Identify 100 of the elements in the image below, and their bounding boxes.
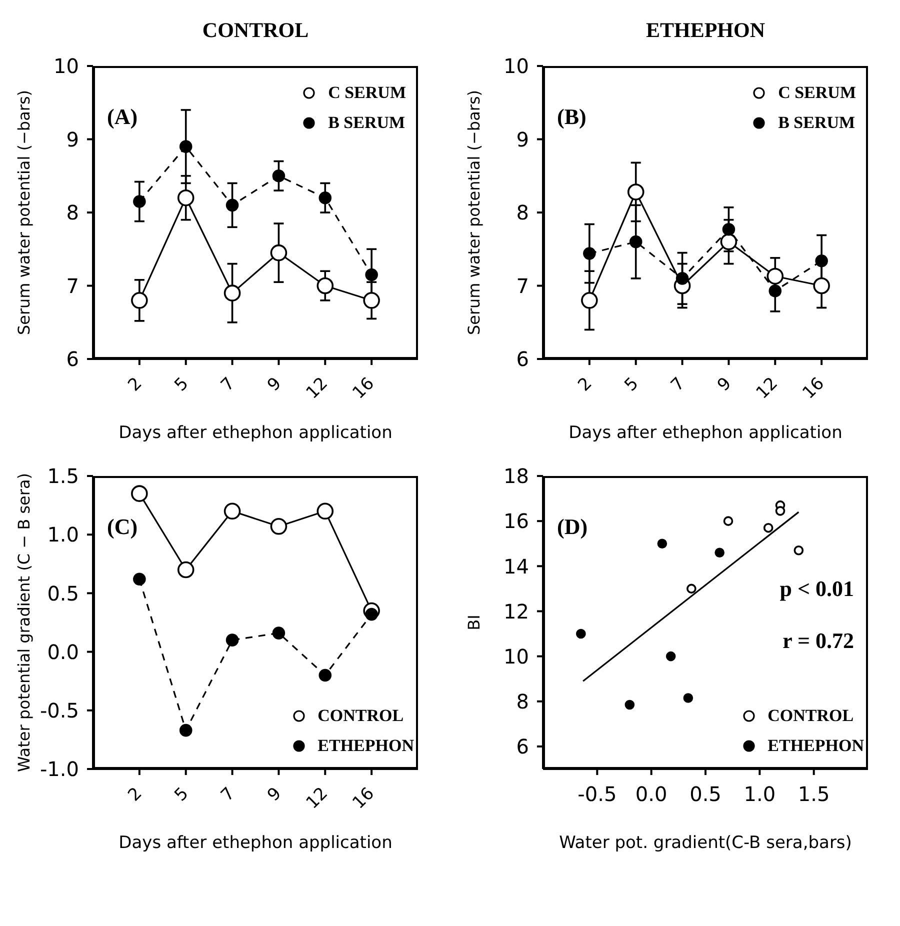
y-tick-label: 8 [516,689,529,714]
y-tick-label: 8 [66,200,79,225]
point [627,184,644,200]
point [815,254,828,268]
x-axis-title: Water pot. gradient(C-B sera,bars) [559,833,852,853]
legend-label: CONTROL [768,705,854,727]
x-tick-label: 0.0 [635,782,668,806]
y-tick-label: 9 [66,127,79,152]
point [676,272,689,285]
x-tick-label: 16 [798,374,828,404]
point [177,189,194,206]
legend-label: CONTROL [318,705,404,727]
x-tick-label: 7 [667,374,690,396]
point [723,516,734,526]
point [318,668,332,682]
legend-label: C SERUM [778,82,856,104]
y-tick-label: 0.5 [47,581,79,606]
y-axis-title: Water potential gradient (C − B sera) [14,473,34,772]
point [581,292,598,309]
point [775,506,786,516]
x-axis-title: Days after ethephon application [118,833,392,853]
point [714,548,724,558]
point [363,292,380,309]
point [576,628,586,639]
point [270,518,288,535]
y-axis-title: Serum water potential (−bars) [464,90,484,336]
y-tick-label: 12 [504,599,529,624]
y-tick-label: 10 [504,54,529,78]
point [316,277,334,294]
y-axis-title: BI [464,614,484,630]
point [224,284,241,302]
point [686,584,696,594]
x-tick-label: 9 [714,374,736,396]
legend-label: B SERUM [328,112,406,134]
y-tick-label: 7 [516,274,529,298]
x-tick-label: 16 [348,374,378,404]
point [133,195,146,208]
chart-title: CONTROL [201,17,310,44]
y-tick-label: 6 [516,734,529,759]
annotation: r = 0.72 [782,628,854,654]
point [133,572,146,586]
y-tick-label: -0.5 [40,698,79,722]
legend-label: ETHEPHON [768,735,864,757]
legend-label: C SERUM [328,82,406,104]
point [131,292,148,309]
y-tick-label: 9 [516,127,529,152]
y-tick-label: -1.0 [40,757,79,782]
y-tick-label: 6 [66,347,79,372]
point [629,235,642,248]
point [766,268,784,285]
point [794,545,804,556]
point [768,284,782,298]
y-tick-label: 1.0 [47,522,79,547]
x-tick-label: 7 [217,784,240,806]
x-tick-label: 1.0 [744,782,776,806]
y-tick-label: 14 [504,554,529,578]
point [624,700,635,710]
x-tick-label: 9 [264,784,286,806]
annotation: p < 0.01 [780,576,854,602]
x-tick-label: 16 [348,784,378,814]
point [666,651,676,662]
y-tick-label: 10 [504,644,529,668]
point [657,538,668,549]
x-tick-label: -0.5 [578,782,617,806]
y-tick-label: 7 [66,274,79,298]
y-tick-label: 6 [516,347,529,372]
point [224,502,241,520]
y-tick-label: 18 [504,464,529,488]
x-tick-label: 2 [124,374,146,396]
x-tick-label: 5 [620,374,643,396]
annotation: (B) [557,104,586,130]
point [683,693,694,703]
x-axis-title: Days after ethephon application [118,423,392,443]
x-axis-title: Days after ethephon application [568,423,842,443]
legend-label: B SERUM [778,112,856,134]
y-tick-label: 8 [516,200,529,225]
annotation: (A) [107,104,138,130]
y-tick-label: 10 [54,54,79,78]
point [179,724,192,737]
point [763,522,774,533]
legend-label: ETHEPHON [318,735,414,757]
point [583,247,596,260]
point [272,626,286,640]
annotation: (C) [107,514,138,540]
x-tick-label: 2 [574,374,596,396]
y-tick-label: 16 [504,509,529,534]
point [270,244,288,262]
point [316,502,334,520]
x-tick-label: 5 [170,784,193,806]
chart-title: ETHEPHON [644,17,766,44]
x-tick-label: 5 [170,374,193,396]
annotation: (D) [557,514,588,540]
point [722,222,736,236]
point [226,634,239,646]
x-tick-label: 12 [302,784,332,814]
x-tick-label: 7 [217,374,240,396]
point [720,233,738,250]
x-tick-label: 12 [752,374,782,404]
x-tick-label: 1.5 [798,782,830,806]
y-tick-label: 1.5 [47,464,79,488]
